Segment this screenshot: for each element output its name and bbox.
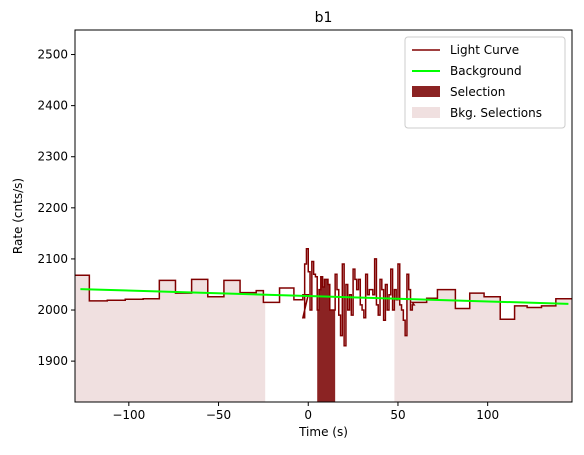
- x-tick-label: 50: [390, 408, 405, 422]
- y-tick-label: 2500: [37, 48, 68, 62]
- x-axis-ticks: −100 −50 0 50 100: [112, 402, 499, 422]
- legend-swatch: [412, 107, 440, 118]
- legend-swatch: [412, 86, 440, 97]
- plot-area: [75, 247, 572, 402]
- x-tick-label: 100: [476, 408, 499, 422]
- bkg-selection-area-1: [394, 264, 572, 402]
- background-line: [80, 288, 569, 305]
- light-curve-line: [75, 247, 572, 347]
- y-tick-label: 1900: [37, 354, 68, 368]
- x-axis-label: Time (s): [298, 425, 348, 439]
- legend-box: [404, 36, 566, 129]
- y-tick-label: 2400: [37, 99, 68, 113]
- y-axis-ticks: 1900 2000 2100 2200 2300 2400 2500: [37, 48, 75, 368]
- legend-label: Bkg. Selections: [450, 106, 542, 120]
- chart-title: b1: [315, 10, 333, 26]
- legend-label: Background: [450, 64, 522, 78]
- y-tick-label: 2300: [37, 150, 68, 164]
- legend-label: Light Curve: [450, 43, 519, 57]
- legend: Light Curve Background Selection Bkg. Selec…: [404, 36, 566, 129]
- x-tick-label: 0: [304, 408, 312, 422]
- selection-area: [317, 274, 336, 402]
- x-tick-label: −50: [206, 408, 231, 422]
- x-tick-label: −100: [112, 408, 145, 422]
- y-tick-label: 2000: [37, 303, 68, 317]
- legend-label: Selection: [450, 85, 505, 99]
- y-tick-label: 2100: [37, 252, 68, 266]
- axes-frame: [74, 29, 573, 403]
- y-tick-label: 2200: [37, 201, 68, 215]
- y-axis-label: Rate (cnts/s): [11, 178, 25, 254]
- bkg-selection-area-0: [75, 275, 266, 402]
